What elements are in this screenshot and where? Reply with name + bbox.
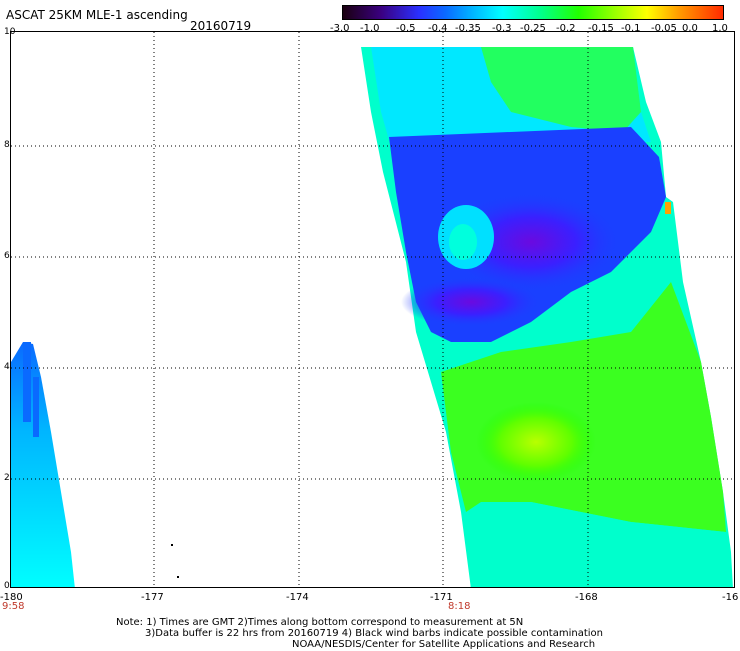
island-marker (177, 576, 179, 578)
y-tick-label: 10 (4, 27, 16, 37)
product-date: 20160719 (190, 19, 252, 33)
colorbar-label: -0.2 (556, 23, 576, 34)
island-marker (171, 544, 173, 546)
colorbar (342, 5, 724, 20)
x-tick-label: -174 (286, 592, 309, 603)
colorbar-label: -0.35 (455, 23, 481, 34)
pass-time-label: 8:18 (448, 601, 471, 612)
y-tick-label: 4 (4, 362, 10, 372)
swath-left-blue-strip (23, 342, 31, 422)
x-tick-label: -177 (141, 592, 164, 603)
colorbar-label: -1.0 (360, 23, 380, 34)
y-tick-label: 8 (4, 140, 10, 150)
swath-green-core (476, 402, 596, 482)
x-tick-label: -168 (575, 592, 598, 603)
swath-region-cyan-lower (466, 502, 733, 587)
x-tick-label: -16 (722, 592, 739, 603)
pass-time-label: 9:58 (2, 601, 25, 612)
x-tick-label: -180 (0, 592, 23, 603)
swath-left (11, 342, 75, 587)
colorbar-label: -0.4 (428, 23, 448, 34)
swath-eye (449, 224, 477, 260)
y-tick-label: 2 (4, 473, 10, 483)
colorbar-label: -3.0 (330, 23, 350, 34)
colorbar-label: -0.5 (396, 23, 416, 34)
y-tick-label: 6 (4, 251, 10, 261)
colorbar-label: -0.15 (588, 23, 614, 34)
colorbar-label: 0.0 (682, 23, 698, 34)
colorbar-label: -0.25 (520, 23, 546, 34)
swath-orange-pixel (665, 202, 671, 214)
swath-region-green (481, 47, 641, 132)
swath-left-blue-strip (33, 377, 39, 437)
map-plot-area (10, 31, 735, 588)
graticule (11, 32, 734, 587)
colorbar-label: -0.05 (651, 23, 677, 34)
map-canvas (11, 32, 734, 587)
colorbar-label: 1.0 (712, 23, 728, 34)
footnote-line-1: Note: 1) Times are GMT 2)Times along bot… (116, 617, 524, 628)
x-tick-label: -171 (430, 592, 453, 603)
footnote-line-3: NOAA/NESDIS/Center for Satellite Applica… (292, 639, 596, 650)
y-tick-label: 0 (4, 581, 10, 591)
footnote-line-2: 3)Data buffer is 22 hrs from 20160719 4)… (145, 628, 603, 639)
swath-low-core (401, 277, 541, 327)
colorbar-label: -0.1 (621, 23, 641, 34)
colorbar-label: -0.3 (492, 23, 512, 34)
product-title: ASCAT 25KM MLE-1 ascending (6, 8, 188, 22)
